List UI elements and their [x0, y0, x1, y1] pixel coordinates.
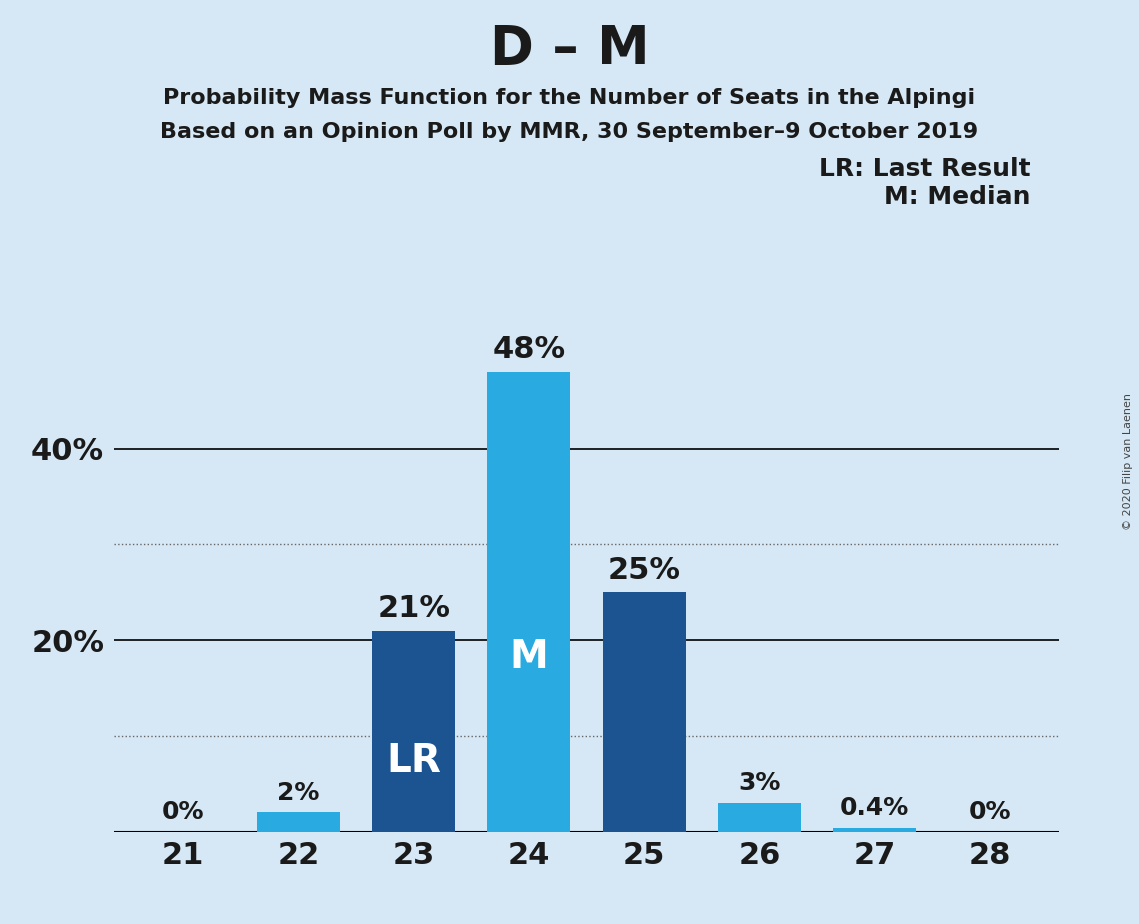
- Bar: [257, 812, 339, 832]
- Text: Based on an Opinion Poll by MMR, 30 September–9 October 2019: Based on an Opinion Poll by MMR, 30 Sept…: [161, 122, 978, 142]
- Text: 0%: 0%: [162, 800, 204, 824]
- Text: 25%: 25%: [608, 555, 681, 585]
- Text: D – M: D – M: [490, 23, 649, 75]
- Text: 0.4%: 0.4%: [841, 796, 909, 821]
- Bar: [372, 630, 456, 832]
- Bar: [834, 828, 916, 832]
- Bar: [603, 592, 686, 832]
- Bar: [718, 803, 801, 832]
- Text: 21%: 21%: [377, 594, 450, 623]
- Text: 48%: 48%: [492, 335, 565, 364]
- Text: © 2020 Filip van Laenen: © 2020 Filip van Laenen: [1123, 394, 1133, 530]
- Text: LR: Last Result: LR: Last Result: [819, 157, 1031, 181]
- Text: M: Median: M: Median: [884, 185, 1031, 209]
- Text: 2%: 2%: [277, 781, 320, 805]
- Bar: [487, 372, 571, 832]
- Text: Probability Mass Function for the Number of Seats in the Alpingi: Probability Mass Function for the Number…: [163, 88, 976, 108]
- Text: 0%: 0%: [969, 800, 1011, 824]
- Text: LR: LR: [386, 742, 441, 780]
- Text: M: M: [509, 638, 548, 676]
- Text: 3%: 3%: [738, 772, 780, 796]
